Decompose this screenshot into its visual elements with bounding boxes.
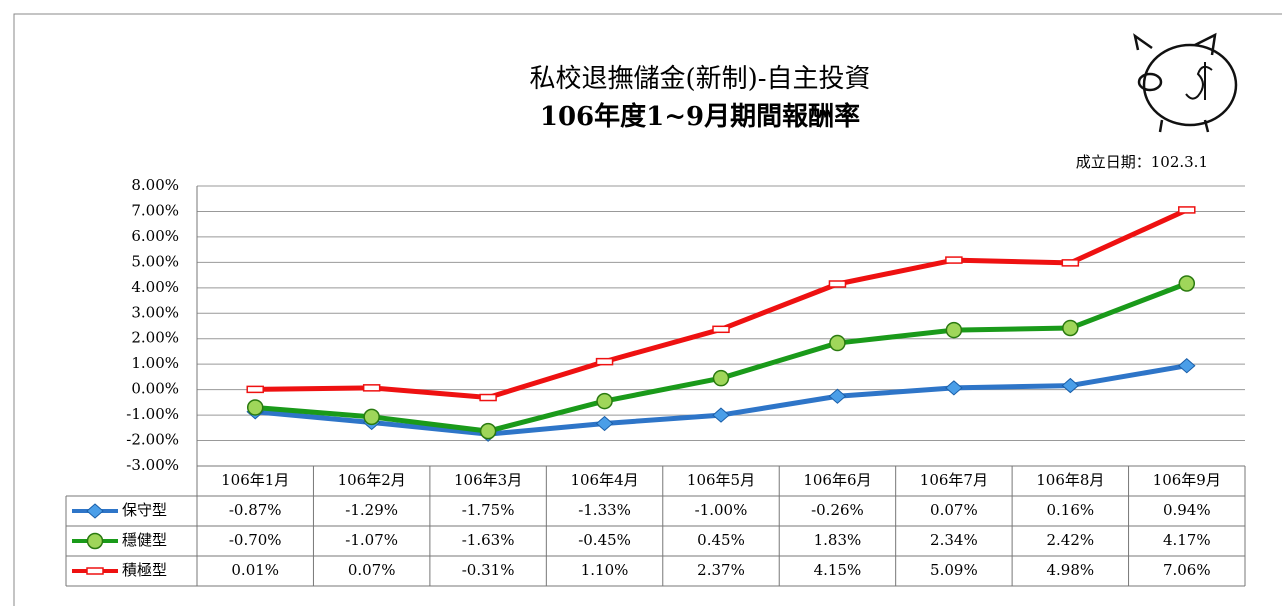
y-tick-label: 0.00% bbox=[131, 380, 179, 398]
value-label: 1.10% bbox=[581, 561, 629, 579]
data-point bbox=[712, 407, 730, 423]
legend-marker bbox=[86, 532, 104, 550]
data-point bbox=[1178, 358, 1196, 374]
data-point bbox=[712, 325, 730, 334]
value-label: 1.83% bbox=[814, 531, 862, 549]
x-tick-label: 106年7月 bbox=[920, 471, 988, 489]
value-label: -1.29% bbox=[345, 501, 398, 519]
y-tick-label: 7.00% bbox=[131, 201, 179, 219]
value-label: 5.09% bbox=[930, 561, 978, 579]
value-label: 0.07% bbox=[348, 561, 396, 579]
y-tick-label: -1.00% bbox=[126, 405, 179, 423]
value-label: -1.00% bbox=[695, 501, 748, 519]
data-point bbox=[945, 380, 963, 396]
chart-subtitle: 106年度1~9月期間報酬率 bbox=[540, 101, 860, 132]
x-tick-label: 106年1月 bbox=[221, 471, 289, 489]
data-point bbox=[1062, 319, 1079, 337]
x-tick-label: 106年4月 bbox=[570, 471, 638, 489]
value-label: 0.07% bbox=[930, 501, 978, 519]
data-point bbox=[1178, 275, 1196, 292]
chart-title: 私校退撫儲金(新制)-自主投資 bbox=[529, 64, 870, 94]
y-tick-label: 1.00% bbox=[131, 354, 179, 372]
value-label: -1.07% bbox=[345, 531, 398, 549]
y-tick-label: -2.00% bbox=[126, 431, 179, 449]
x-tick-label: 106年8月 bbox=[1036, 471, 1104, 489]
data-point bbox=[1061, 259, 1080, 267]
data-point bbox=[246, 399, 264, 416]
value-label: 2.37% bbox=[697, 561, 745, 579]
data-point bbox=[1178, 206, 1196, 214]
value-label: 4.98% bbox=[1047, 561, 1095, 579]
data-point bbox=[945, 321, 963, 339]
x-tick-label: 106年6月 bbox=[803, 471, 871, 489]
value-label: -1.33% bbox=[578, 501, 631, 519]
data-point bbox=[595, 415, 614, 432]
data-point bbox=[1061, 377, 1080, 394]
value-label: 0.45% bbox=[697, 531, 745, 549]
y-tick-label: 4.00% bbox=[131, 278, 179, 296]
value-label: -0.31% bbox=[462, 561, 515, 579]
data-point bbox=[596, 392, 613, 410]
legend-marker bbox=[86, 567, 104, 575]
y-tick-label: -3.00% bbox=[126, 456, 179, 474]
legend-label: 積極型 bbox=[122, 561, 167, 579]
x-tick-label: 106年5月 bbox=[687, 471, 755, 489]
y-tick-label: 8.00% bbox=[131, 176, 179, 194]
x-tick-label: 106年2月 bbox=[338, 471, 406, 489]
data-point bbox=[712, 369, 730, 387]
frame bbox=[13, 13, 1282, 606]
annotation: 成立日期：102.3.1 bbox=[1076, 153, 1208, 171]
value-label: 0.94% bbox=[1163, 501, 1211, 519]
x-tick-label: 106年3月 bbox=[454, 471, 522, 489]
value-label: -0.45% bbox=[578, 531, 631, 549]
value-label: -1.75% bbox=[462, 501, 515, 519]
data-point bbox=[362, 384, 381, 392]
value-label: 2.34% bbox=[930, 531, 978, 549]
data-point bbox=[945, 256, 963, 264]
value-label: -0.26% bbox=[811, 501, 864, 519]
value-label: 4.17% bbox=[1163, 531, 1211, 549]
legend-label: 穩健型 bbox=[122, 531, 167, 549]
y-tick-label: 2.00% bbox=[131, 329, 179, 347]
data-point bbox=[828, 388, 847, 404]
y-tick-label: 3.00% bbox=[131, 303, 179, 321]
value-label: -1.63% bbox=[462, 531, 515, 549]
x-tick-label: 106年9月 bbox=[1153, 471, 1221, 489]
value-label: 4.15% bbox=[814, 561, 862, 579]
series-line bbox=[255, 207, 1188, 401]
value-label: -0.87% bbox=[229, 501, 282, 519]
data-point bbox=[479, 393, 497, 402]
legend-label: 保守型 bbox=[122, 501, 167, 519]
data-point bbox=[363, 408, 380, 426]
data-point bbox=[246, 385, 264, 394]
value-label: 0.16% bbox=[1047, 501, 1095, 519]
data-point bbox=[829, 334, 846, 352]
value-label: 7.06% bbox=[1163, 561, 1211, 579]
data-point bbox=[595, 357, 614, 366]
value-label: 0.01% bbox=[231, 561, 279, 579]
data-point bbox=[479, 422, 497, 440]
value-label: 2.42% bbox=[1047, 531, 1095, 549]
y-tick-label: 5.00% bbox=[131, 252, 179, 270]
y-tick-label: 6.00% bbox=[131, 227, 179, 245]
pig-icon bbox=[1133, 32, 1238, 133]
value-label: -0.70% bbox=[229, 531, 282, 549]
legend-marker bbox=[86, 503, 104, 519]
data-point bbox=[828, 280, 847, 288]
